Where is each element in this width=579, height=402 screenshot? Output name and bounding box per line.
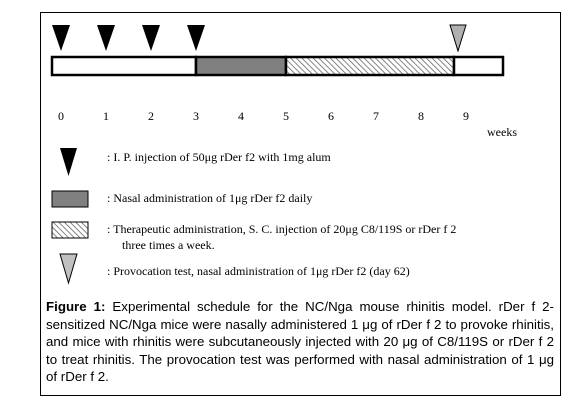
week-label: 6 xyxy=(328,109,334,123)
legend-text: three times a week. xyxy=(122,238,215,252)
timeline-segment xyxy=(284,55,456,77)
figure-border xyxy=(40,12,561,396)
injection-arrow xyxy=(187,25,205,51)
legend-text: : Therapeutic administration, S. C. inje… xyxy=(107,222,456,236)
week-label: 7 xyxy=(373,109,379,123)
week-label: 1 xyxy=(103,109,109,123)
week-label: 9 xyxy=(463,109,469,123)
legend-text: : Provocation test, nasal administration… xyxy=(107,264,410,278)
legend-symbol xyxy=(60,148,77,176)
week-label: 2 xyxy=(148,109,154,123)
week-label: 3 xyxy=(193,109,199,123)
legend-text: : Nasal administration of 1μg rDer f2 da… xyxy=(107,191,312,205)
injection-arrow xyxy=(142,25,160,51)
injection-arrow xyxy=(52,25,70,51)
week-label: 5 xyxy=(283,109,289,123)
legend-text: : I. P. injection of 50μg rDer f2 with 1… xyxy=(107,150,331,164)
timeline-segment xyxy=(452,55,505,77)
unit-label: weeks xyxy=(487,125,517,139)
caption-text: Experimental schedule for the NC/Nga mou… xyxy=(46,299,554,385)
provocation-arrow xyxy=(449,24,467,53)
injection-arrow xyxy=(97,25,115,51)
week-label: 8 xyxy=(418,109,424,123)
caption: Figure 1: Experimental schedule for the … xyxy=(46,298,554,386)
timeline-segment xyxy=(194,55,288,77)
week-label: 4 xyxy=(238,109,244,123)
legend-symbol xyxy=(59,253,78,285)
week-label: 0 xyxy=(58,109,64,123)
legend-symbol xyxy=(51,190,89,208)
timeline-segment xyxy=(50,55,198,77)
caption-label: Figure 1: xyxy=(46,299,106,314)
legend-symbol xyxy=(51,221,89,239)
